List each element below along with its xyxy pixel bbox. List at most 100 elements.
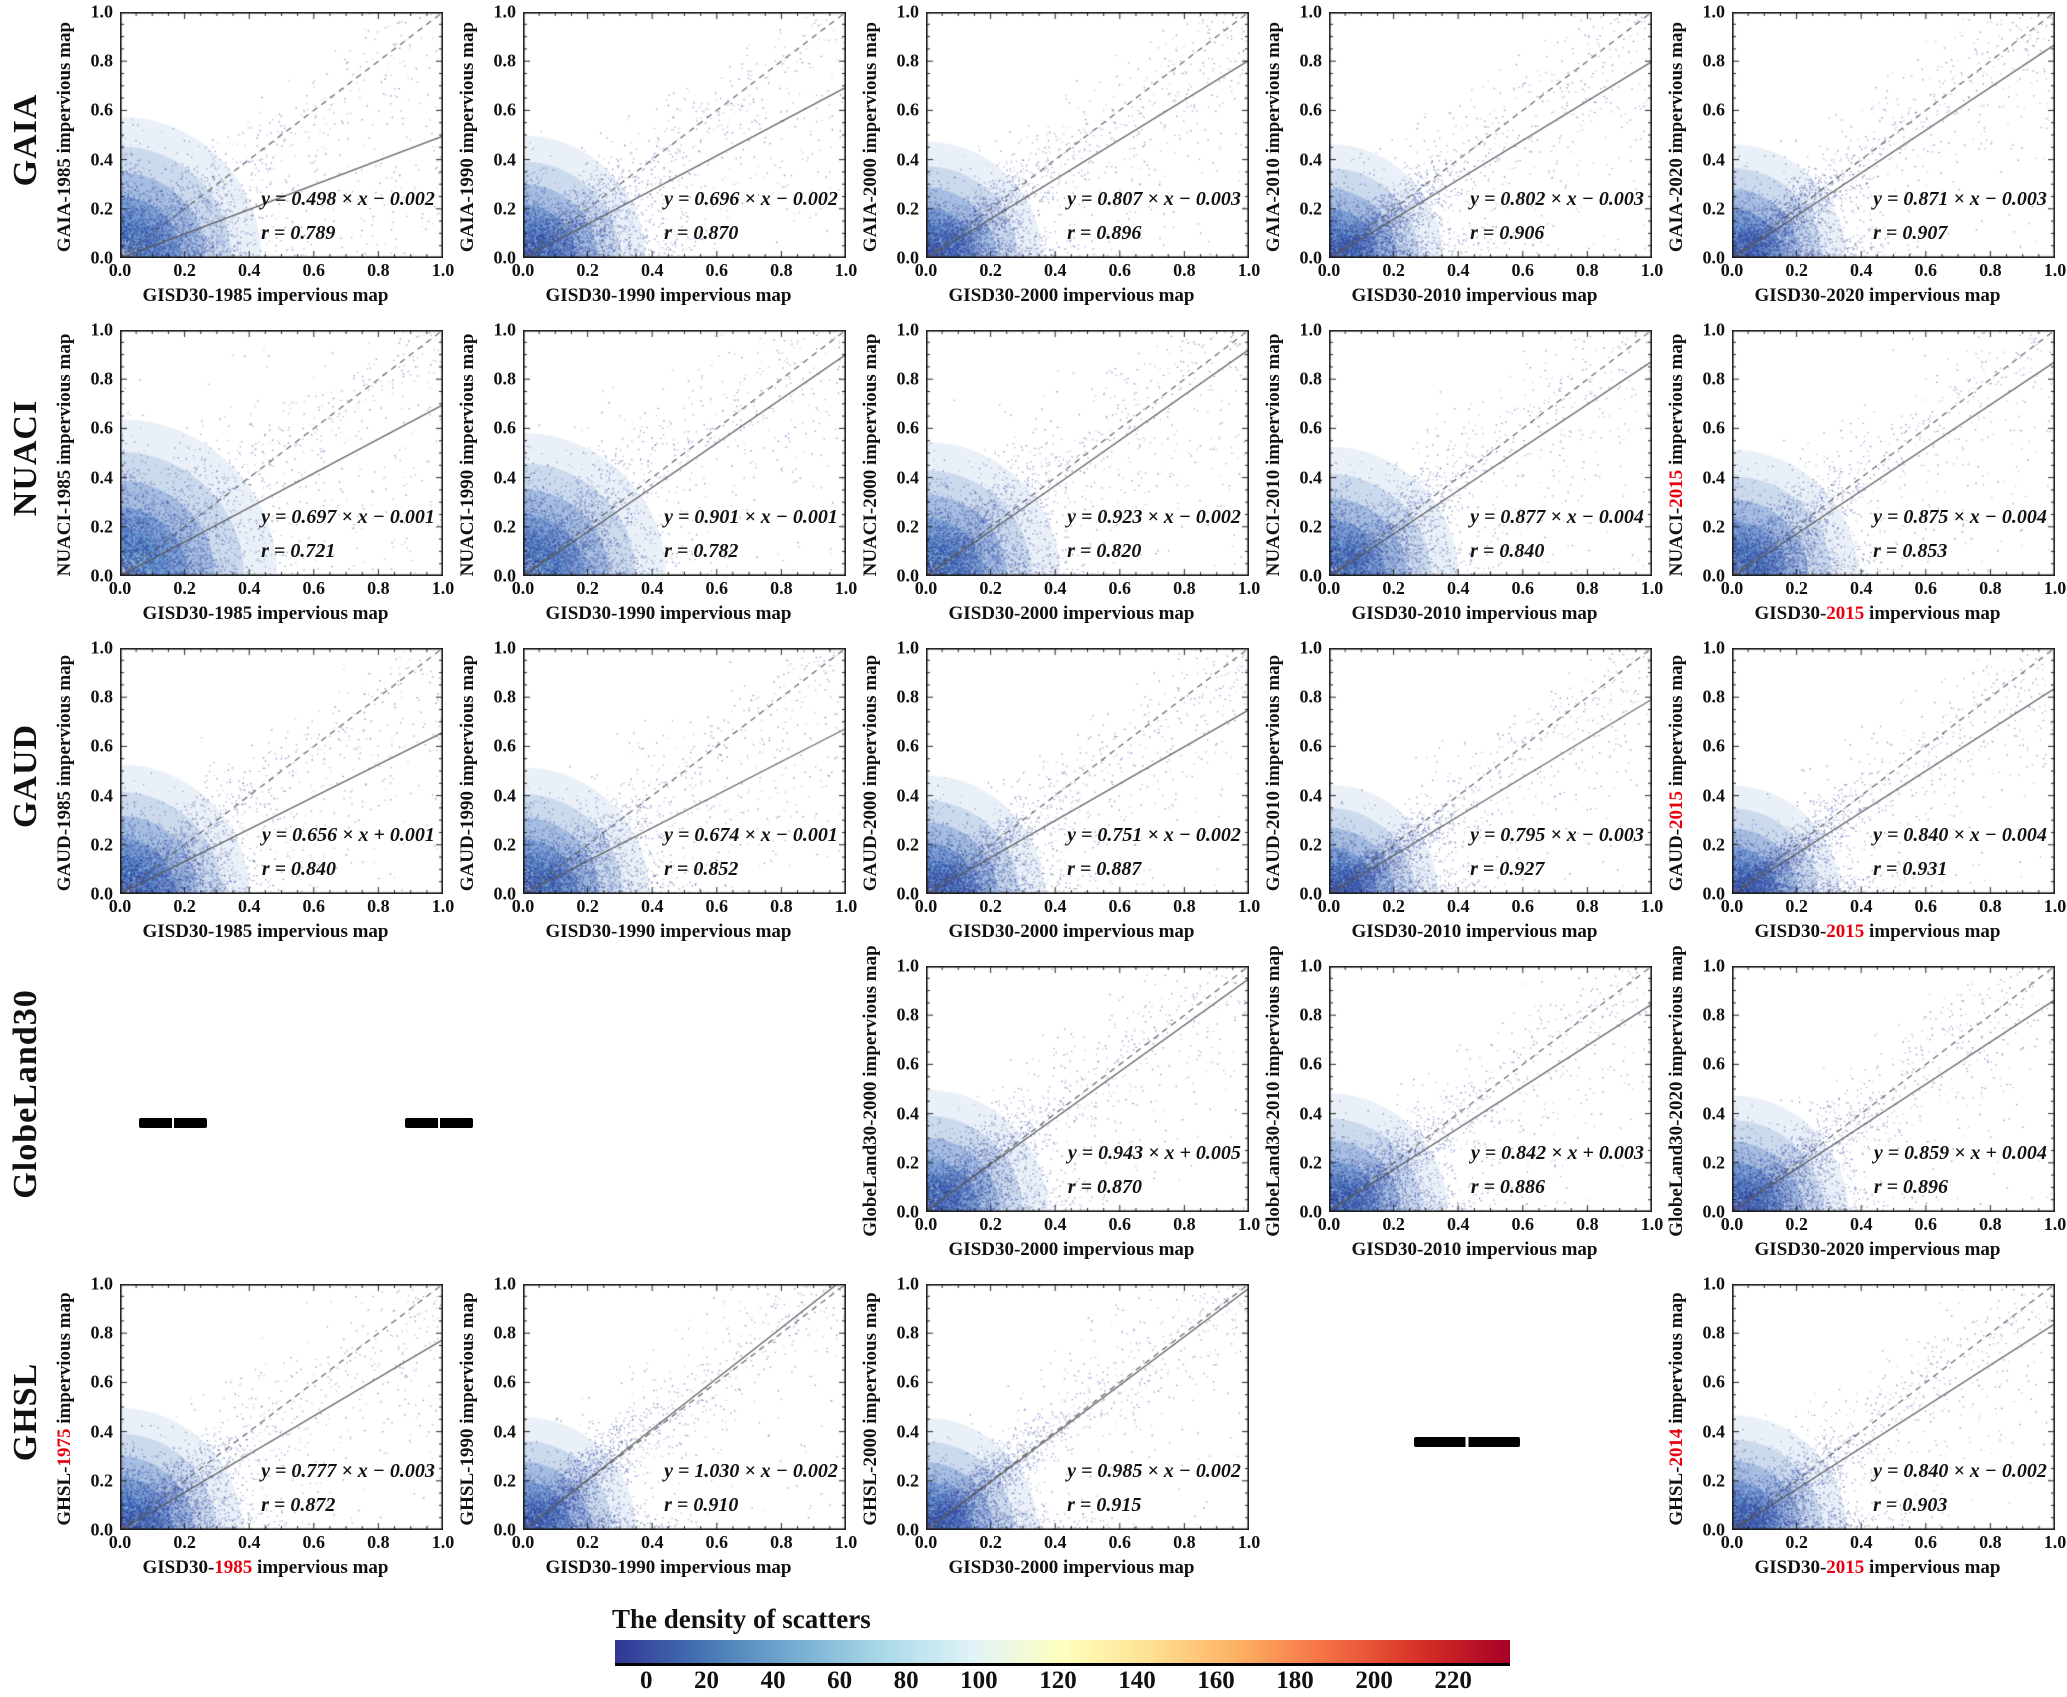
x-tick-label: 0.8 [367, 578, 390, 598]
figure-row-ghsl: GHSL GHSL-1975 impervious map 0.0 0.2 0.4 0.… [0, 1272, 2067, 1590]
x-axis-label: GISD30-1990 impervious map [545, 1557, 792, 1578]
scatter-panel: GlobeLand30-2000 impervious map 0.0 0.2 0.4… [858, 945, 1261, 1272]
equation-label: y = 0.923 × x − 0.002 [1067, 506, 1241, 528]
x-axis-label: GISD30-1985 impervious map [142, 1557, 389, 1578]
plot-area: y = 0.875 × x − 0.004 r = 0.853 [1732, 330, 2055, 576]
x-tick-label: 0.2 [979, 260, 1002, 280]
fit-annotation: y = 0.923 × x − 0.002 r = 0.820 [1067, 506, 1241, 563]
colorbar-tick-label: 40 [760, 1667, 786, 1694]
y-tick-label: 0.2 [896, 1152, 920, 1173]
scatter-panel: GAIA-1985 impervious map 0.0 0.2 0.4 0.6 0.8 1… [52, 0, 455, 318]
scatter-panel: GHSL-1975 impervious map 0.0 0.2 0.4 0.6 0.8 1… [52, 1272, 455, 1590]
red-year-text: 2015 [1826, 1557, 1865, 1578]
fit-annotation: y = 0.840 × x − 0.004 r = 0.931 [1873, 824, 2047, 881]
y-tick-label: 0.8 [1702, 1322, 1726, 1343]
fit-annotation: y = 0.840 × x − 0.002 r = 0.903 [1873, 1460, 2047, 1517]
y-tick-label: 0.2 [896, 198, 920, 219]
y-tick-label: 0.6 [1299, 99, 1323, 120]
y-tick-label: 0.6 [896, 1371, 920, 1392]
row-label-text: GAIA [7, 93, 44, 187]
plot-area: y = 0.840 × x − 0.004 r = 0.931 [1732, 648, 2055, 894]
y-tick-label: 0.2 [493, 834, 517, 855]
x-tick-label: 0.0 [511, 578, 535, 598]
colorbar-tick-label: 140 [1118, 1667, 1156, 1694]
y-tick-label: 1.0 [1702, 637, 1726, 658]
x-axis-label: GISD30-1990 impervious map [545, 603, 792, 624]
equation-label: y = 0.656 × x + 0.001 [261, 824, 435, 846]
x-tick-label: 1.0 [1237, 578, 1261, 598]
equation-label: y = 0.751 × x − 0.002 [1067, 824, 1241, 846]
y-axis-label: GlobeLand30-2020 impervious map [1666, 945, 1688, 1237]
y-tick-label: 0.2 [90, 516, 114, 537]
correlation-label: r = 0.896 [1873, 1176, 1949, 1198]
x-tick-label: 0.4 [237, 260, 261, 280]
y-tick-label: 1.0 [1299, 955, 1323, 976]
fit-annotation: y = 1.030 × x − 0.002 r = 0.910 [664, 1460, 838, 1517]
y-axis-label: GHSL-1975 impervious map [54, 1292, 76, 1526]
x-axis-label: GISD30-2020 impervious map [1754, 285, 2001, 306]
scatter-panel: GHSL-1990 impervious map 0.0 0.2 0.4 0.6 0.8 1… [455, 1272, 858, 1590]
y-axis-label: GlobeLand30-2000 impervious map [860, 945, 882, 1237]
y-tick-label: 0.8 [493, 50, 517, 71]
fit-annotation: y = 0.498 × x − 0.002 r = 0.789 [261, 188, 435, 245]
fit-annotation: y = 0.696 × x − 0.002 r = 0.870 [664, 188, 838, 245]
x-tick-label: 1.0 [1640, 896, 1664, 916]
y-tick-label: 0.8 [1702, 1004, 1726, 1025]
x-tick-label: 0.6 [705, 1532, 729, 1552]
y-tick-label: 0.0 [493, 565, 517, 586]
figure-row-gaia: GAIA GAIA-1985 impervious map 0.0 0.2 0.4 0.… [0, 0, 2067, 318]
y-tick-label: 0.2 [1299, 198, 1323, 219]
x-axis-ticks: 0.0 0.2 0.4 0.6 0.8 1.0 [915, 576, 1261, 600]
equation-label: y = 0.985 × x − 0.002 [1067, 1460, 1241, 1482]
correlation-label: r = 0.927 [1470, 858, 1545, 880]
correlation-label: r = 0.906 [1470, 222, 1545, 244]
x-axis-label: GISD30-1985 impervious map [142, 921, 389, 942]
y-tick-label: 0.0 [896, 883, 920, 904]
x-tick-label: 0.8 [1576, 1214, 1599, 1234]
x-tick-label: 0.2 [1382, 260, 1405, 280]
equation-label: y = 0.696 × x − 0.002 [664, 188, 838, 210]
plot-area: y = 0.840 × x − 0.002 r = 0.903 [1732, 1284, 2055, 1530]
y-tick-label: 0.6 [90, 735, 114, 756]
x-tick-label: 1.0 [2043, 260, 2067, 280]
equation-label: y = 0.802 × x − 0.003 [1470, 188, 1644, 210]
x-tick-label: 0.6 [1511, 578, 1535, 598]
y-tick-label: 0.4 [1702, 1103, 1726, 1124]
y-tick-label: 0.0 [1702, 883, 1726, 904]
y-tick-label: 0.8 [896, 1322, 920, 1343]
y-axis-ticks: 0.0 0.2 0.4 0.6 0.8 1.0 [1688, 320, 1732, 586]
plot-area: y = 0.901 × x − 0.001 r = 0.782 [523, 330, 846, 576]
correlation-label: r = 0.853 [1873, 540, 1948, 562]
colorbar-tick-label: 200 [1355, 1667, 1393, 1694]
y-axis-label: GAUD-2000 impervious map [860, 654, 882, 891]
x-tick-label: 0.0 [108, 578, 132, 598]
colorbar-tick-label: 100 [960, 1667, 998, 1694]
y-tick-label: 0.0 [493, 247, 517, 268]
missing-data-dash [404, 1117, 473, 1128]
row-label-text: GlobeLand30 [7, 989, 44, 1199]
x-tick-label: 1.0 [834, 1532, 858, 1552]
equation-label: y = 0.840 × x − 0.002 [1873, 1460, 2047, 1482]
y-axis-ticks: 0.0 0.2 0.4 0.6 0.8 1.0 [1285, 956, 1329, 1222]
colorbar-tick-label: 220 [1434, 1667, 1472, 1694]
row-label-ghsl: GHSL [0, 1272, 52, 1590]
y-axis-label: GAIA-2000 impervious map [860, 21, 882, 252]
plot-area: y = 0.498 × x − 0.002 r = 0.789 [120, 12, 443, 258]
y-tick-label: 1.0 [90, 1, 114, 22]
panel-strip: GHSL-1975 impervious map 0.0 0.2 0.4 0.6 0.8 1… [52, 1272, 2067, 1590]
y-tick-label: 0.8 [1299, 686, 1323, 707]
y-tick-label: 0.0 [1299, 247, 1323, 268]
scatter-panel: NUACI-1985 impervious map 0.0 0.2 0.4 0.6 0.8… [52, 318, 455, 636]
x-tick-label: 0.0 [1720, 260, 1744, 280]
x-tick-label: 0.0 [108, 896, 132, 916]
x-tick-label: 0.6 [1914, 1214, 1938, 1234]
y-tick-label: 0.0 [90, 247, 114, 268]
y-tick-label: 0.6 [90, 99, 114, 120]
x-axis-ticks: 0.0 0.2 0.4 0.6 0.8 1.0 [1721, 894, 2067, 918]
y-tick-label: 0.4 [1299, 785, 1323, 806]
x-tick-label: 0.6 [302, 578, 326, 598]
scatter-panel: NUACI-2015 impervious map 0.0 0.2 0.4 0.6 0.8… [1664, 318, 2067, 636]
fit-annotation: y = 0.697 × x − 0.001 r = 0.721 [261, 506, 435, 563]
y-tick-label: 0.6 [1299, 417, 1323, 438]
y-tick-label: 1.0 [1702, 1273, 1726, 1294]
